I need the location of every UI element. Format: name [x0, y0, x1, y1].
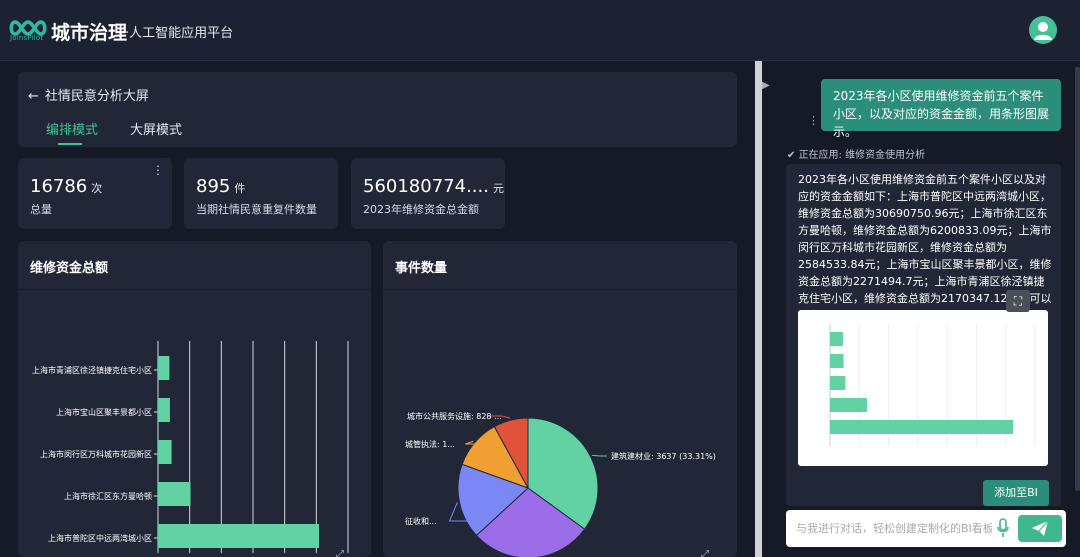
tab-screen-mode[interactable]: 大屏模式 — [130, 123, 183, 138]
pie-slice — [493, 417, 529, 489]
page-title: 社情民意分析大屏 — [44, 89, 149, 104]
tick-label: 上海市普陀区中远两湾城小区 — [48, 533, 152, 543]
panel-splitter[interactable] — [755, 61, 762, 557]
arrow-left-icon: ← — [28, 89, 39, 104]
top-bar: JoinsPilot 城市治理 ·人工智能应用平台 — [0, 0, 1080, 61]
kpi-card-funds[interactable]: 560180774.... 元 2023年维修资金总金额 — [351, 158, 505, 229]
kpi-value: 560180774.... 元 — [363, 176, 504, 197]
kpi-value: 16786 次 — [30, 176, 103, 197]
mini-bar — [830, 398, 867, 412]
chat-scrollbar[interactable] — [1075, 67, 1080, 491]
add-to-bi-button[interactable]: 添加至BI — [983, 480, 1049, 506]
collapse-arrow-icon[interactable]: ▶ — [762, 80, 770, 91]
chat-input[interactable] — [796, 519, 992, 537]
tick-label: 上海市闵行区万科城市花园新区 — [40, 449, 152, 459]
kpi-label: 2023年维修资金总金额 — [363, 203, 479, 216]
pie-label-line — [465, 440, 485, 445]
active-tab-indicator — [58, 143, 82, 145]
kpi-value: 895 件 — [196, 176, 246, 197]
more-vertical-icon[interactable]: ⋮ — [808, 114, 819, 127]
kpi-card-total[interactable]: 16786 次 总量 ⋮ — [18, 158, 172, 229]
user-message: 2023年各小区使用维修资金前五个案件小区，以及对应的资金金额，用条形图展示。 — [821, 79, 1061, 139]
chat-input-box — [786, 510, 1066, 547]
pie-label-line — [592, 454, 607, 457]
joinspilot-logo-icon[interactable] — [9, 12, 47, 46]
panel-divider — [383, 289, 737, 290]
mini-bar — [830, 376, 846, 390]
fullscreen-icon[interactable]: ⛶ — [1006, 290, 1030, 312]
mini-bar-chart[interactable] — [798, 310, 1048, 466]
pie-label-line — [448, 502, 485, 522]
tick-label: 上海市宝山区聚丰景都小区 — [56, 407, 152, 417]
kpi-label: 当期社情民意重复件数量 — [196, 203, 317, 216]
pie-chart: 建筑建材业: 3637 (33.31%)物业管理: 2924 (26.78%)征… — [405, 411, 716, 557]
user-avatar-icon[interactable] — [1029, 16, 1057, 44]
tick-label: 上海市青浦区徐泾镇捷克住宅小区 — [32, 365, 152, 375]
pie-label: 城管执法: 1... — [405, 439, 455, 449]
main-area: ← 社情民意分析大屏 编排模式 大屏模式 16786 次 总量 ⋮ 895 件 当期社… — [0, 61, 760, 557]
bar-chart: 上海市青浦区徐泾镇捷克住宅小区上海市宝山区聚丰景都小区上海市闵行区万科城市花园新… — [32, 341, 349, 553]
back-link[interactable]: ← 社情民意分析大屏 — [28, 85, 155, 104]
mini-bar — [830, 354, 844, 368]
kpi-card-duplicates[interactable]: 895 件 当期社情民意重复件数量 — [184, 158, 338, 229]
bar — [158, 440, 172, 464]
expand-icon[interactable]: ⤢ — [701, 549, 709, 557]
kpi-label: 总量 — [30, 203, 52, 216]
pie-label: 城市公共服务设施: 828 ... — [407, 411, 502, 421]
check-icon: ✔ — [787, 150, 799, 161]
app-subtitle: ·人工智能应用平台 — [125, 26, 234, 41]
pie-label-line — [487, 415, 511, 419]
page-header: ← 社情民意分析大屏 编排模式 大屏模式 — [18, 72, 737, 147]
tick-label: 上海市徐汇区东方曼哈顿 — [64, 491, 152, 501]
pie-chart-panel[interactable]: 事件数量 建筑建材业: 3637 (33.31%)物业管理: 2924 (26.… — [383, 241, 737, 557]
logo-text: JoinsPilot — [10, 34, 44, 42]
send-button[interactable] — [1018, 515, 1062, 542]
bot-message-text: 2023年各小区使用维修资金前五个案件小区以及对应的资金金额如下：上海市普陀区中… — [798, 173, 1052, 322]
pie-panel-title: 事件数量 — [395, 261, 448, 276]
bar — [158, 482, 191, 506]
tab-edit-mode[interactable]: 编排模式 — [46, 123, 99, 138]
pie-label: 建筑建材业: 3637 (33.31%) — [611, 451, 716, 461]
bar — [158, 398, 170, 422]
mini-bar — [830, 420, 1014, 434]
bar-panel-title: 维修资金总额 — [30, 261, 109, 276]
bar — [158, 524, 320, 548]
app-title: 城市治理 — [51, 22, 128, 44]
mini-bar — [830, 332, 843, 346]
bot-message: 2023年各小区使用维修资金前五个案件小区以及对应的资金金额如下：上海市普陀区中… — [786, 164, 1061, 506]
bar — [158, 356, 170, 380]
more-vertical-icon[interactable]: ⋮ — [152, 163, 164, 177]
pie-slice — [475, 487, 586, 557]
microphone-icon[interactable] — [996, 518, 1010, 538]
send-icon — [1032, 520, 1049, 536]
bar-chart-panel[interactable]: 维修资金总额 上海市青浦区徐泾镇捷克住宅小区上海市宝山区聚丰景都小区上海市闵行区… — [18, 241, 371, 557]
pie-label: 征收和... — [405, 516, 437, 526]
applied-status: ✔ 正在应用: 维修资金使用分析 — [787, 150, 926, 161]
pie-slice — [527, 417, 599, 530]
panel-divider — [18, 289, 371, 290]
expand-icon[interactable]: ⤢ — [336, 549, 344, 557]
